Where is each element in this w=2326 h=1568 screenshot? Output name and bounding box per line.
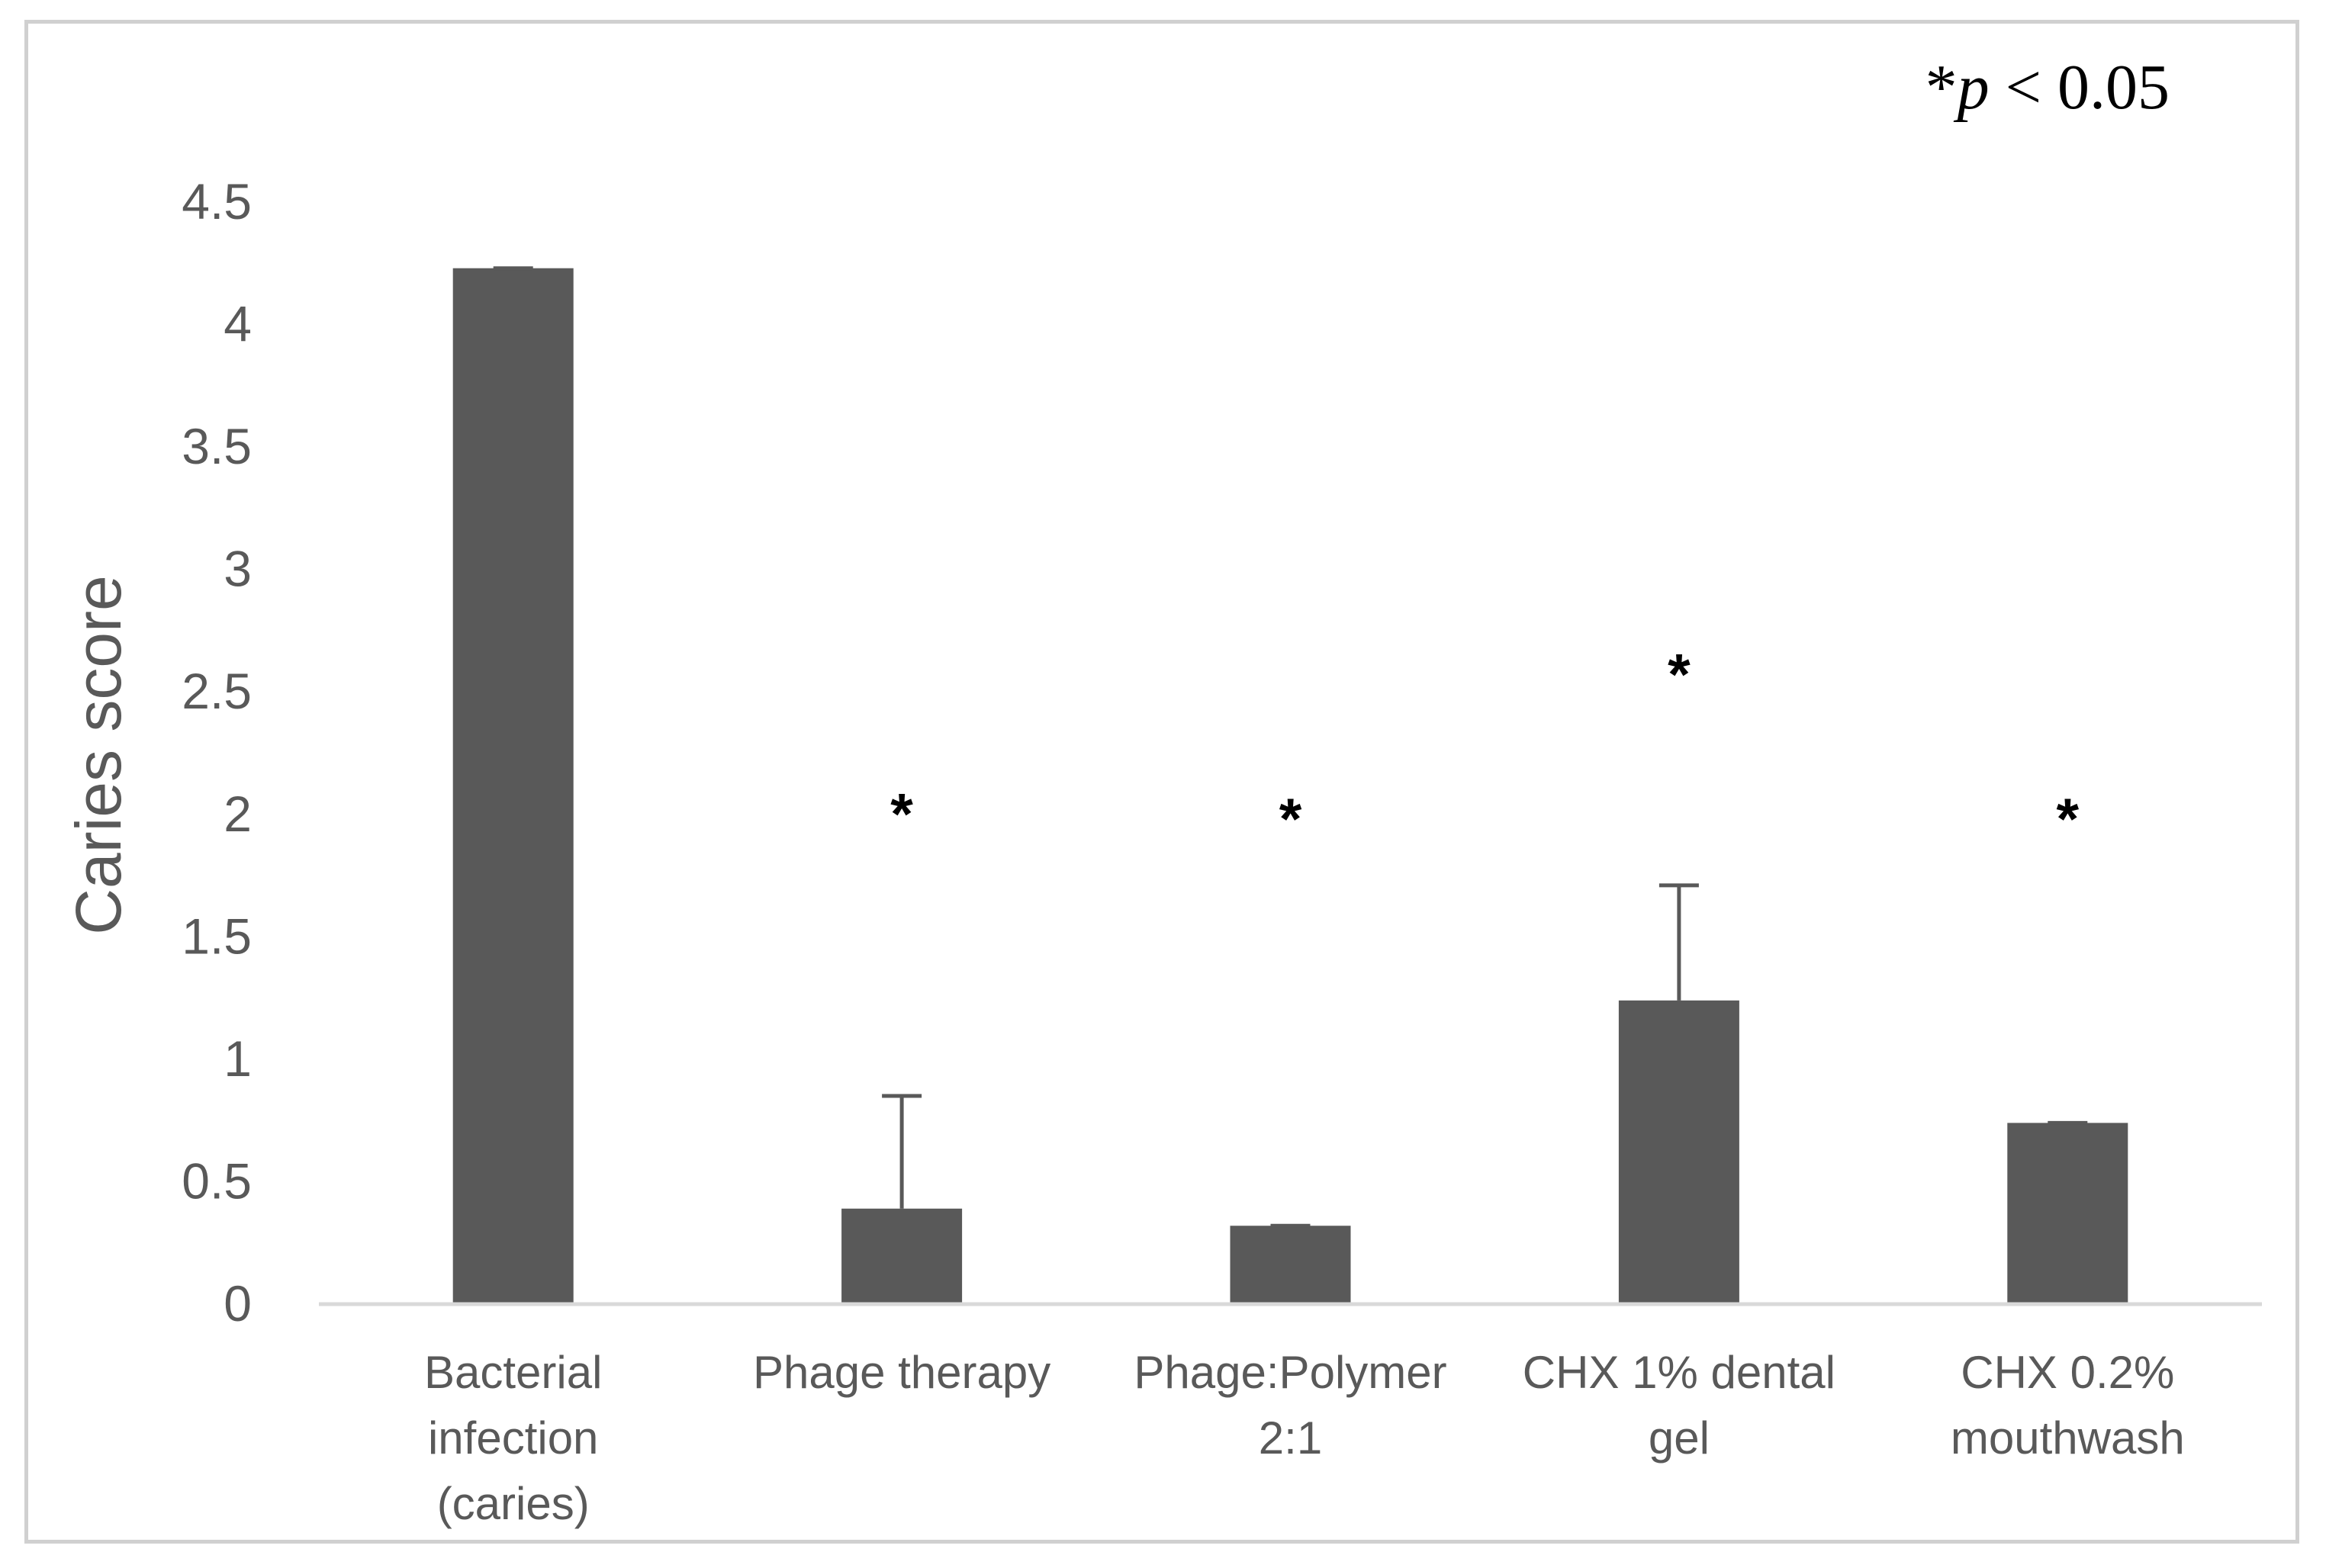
y-tick-label: 0.5	[182, 1152, 252, 1209]
error-bar	[1658, 883, 1699, 1001]
x-category-label-line: CHX 1% dental	[1523, 1347, 1835, 1398]
x-axis-category-labels: Bacterial infection (caries) Phage therapy P…	[424, 1347, 2185, 1529]
bar	[1230, 1226, 1351, 1304]
bar	[452, 268, 574, 1305]
y-tick-label: 2.5	[182, 663, 252, 719]
y-tick-label: 4	[224, 296, 252, 352]
bar	[2007, 1123, 2128, 1304]
x-category-label: Bacterial infection (caries)	[424, 1347, 602, 1529]
y-tick-label: 2	[224, 786, 252, 842]
y-tick-label: 1.5	[182, 908, 252, 964]
significance-star: *	[1279, 787, 1302, 852]
x-category-label-line: Bacterial	[424, 1347, 602, 1398]
significance-star: *	[890, 782, 913, 847]
error-bars	[493, 266, 2088, 1228]
y-tick-label: 4.5	[182, 173, 252, 230]
x-category-label-line: (caries)	[437, 1478, 590, 1529]
x-category-label-line: gel	[1649, 1412, 1710, 1464]
bar	[1618, 1000, 1739, 1304]
x-category-label-line: Phage:Polymer	[1134, 1347, 1446, 1398]
y-tick-label: 3.5	[182, 418, 252, 474]
y-tick-label: 3	[224, 541, 252, 597]
y-axis-title: Caries score	[63, 575, 134, 934]
x-category-label-line: CHX 0.2%	[1961, 1347, 2174, 1398]
y-tick-label: 1	[224, 1030, 252, 1087]
significance-note-threshold: < 0.05	[1990, 52, 2170, 123]
x-category-label: CHX 0.2% mouthwash	[1951, 1347, 2185, 1464]
x-category-label-line: 2:1	[1259, 1412, 1322, 1464]
significance-star: *	[1668, 643, 1691, 708]
significance-note: *p < 0.05	[1925, 52, 2170, 123]
x-category-label: Phage:Polymer 2:1	[1134, 1347, 1446, 1464]
significance-note-p: p	[1954, 52, 1990, 123]
significance-star: *	[2057, 787, 2080, 852]
bars	[452, 268, 2128, 1305]
significance-markers: * * * *	[890, 643, 2079, 852]
x-category-label: Phage therapy	[753, 1347, 1050, 1398]
x-category-label: CHX 1% dental gel	[1523, 1347, 1835, 1464]
x-category-label-line: infection	[428, 1412, 598, 1464]
y-axis-ticks: 0 0.5 1 1.5 2 2.5 3 3.5 4 4.5	[182, 173, 252, 1332]
x-category-label-line: mouthwash	[1951, 1412, 2185, 1464]
bar	[841, 1208, 963, 1304]
y-tick-label: 0	[224, 1275, 252, 1332]
x-category-label-line: Phage therapy	[753, 1347, 1050, 1398]
significance-note-star: *	[1925, 52, 1958, 123]
error-bar	[882, 1094, 922, 1209]
chart-frame	[24, 20, 2299, 1544]
